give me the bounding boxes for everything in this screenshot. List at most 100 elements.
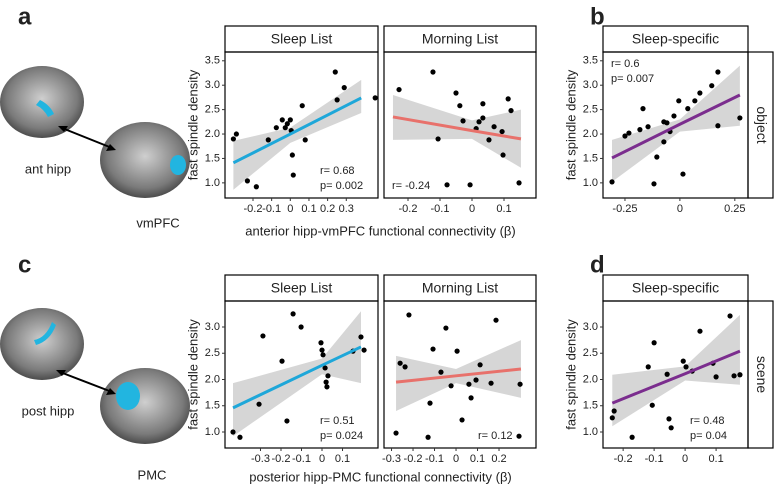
y-tick-label: 3.0: [205, 79, 220, 91]
x-tick-label: -0.2: [244, 203, 263, 215]
data-point: [282, 125, 288, 131]
y-tick-label: 2.5: [205, 347, 220, 359]
data-point: [685, 106, 691, 112]
y-tick-label: 2.0: [205, 128, 220, 140]
fit-line: [611, 93, 741, 160]
data-point: [298, 324, 304, 330]
data-point: [230, 429, 236, 435]
panel-label: d: [590, 251, 605, 278]
x-tick-label: -0.1: [645, 453, 664, 465]
data-point: [453, 90, 459, 96]
y-tick-label: 1.5: [205, 400, 220, 412]
data-point: [279, 358, 285, 364]
x-tick-label: -0.3: [382, 453, 401, 465]
x-tick-label: 0.3: [339, 203, 354, 215]
side-strip-label: object: [754, 106, 770, 143]
data-point: [626, 130, 632, 136]
y-tick-label: 2.0: [583, 128, 598, 140]
x-tick-label: 0: [319, 453, 325, 465]
y-axis-label: fast spindle density: [563, 319, 578, 430]
y-tick-label: 3.5: [205, 55, 220, 67]
data-point: [397, 360, 403, 366]
facet-strip: [383, 274, 537, 302]
data-point: [332, 69, 338, 75]
data-point: [640, 106, 646, 112]
y-axis-label: fast spindle density: [185, 69, 200, 180]
data-point: [505, 96, 511, 102]
x-tick-label: 0: [287, 203, 293, 215]
data-point: [287, 117, 293, 123]
data-point: [715, 123, 721, 129]
data-point: [322, 365, 328, 371]
panel-label: c: [18, 251, 31, 278]
data-point: [480, 101, 486, 107]
data-point: [444, 182, 450, 188]
data-point: [244, 178, 250, 184]
data-point: [290, 311, 296, 317]
data-point: [486, 137, 492, 143]
annotation: r= 0.12: [478, 430, 513, 442]
data-point: [361, 347, 367, 353]
data-point: [443, 325, 449, 331]
x-tick-label: 0.1: [301, 203, 316, 215]
data-point: [319, 347, 325, 353]
y-tick-label: 1.5: [583, 400, 598, 412]
plot-border: [224, 51, 379, 199]
data-point: [459, 417, 465, 423]
data-point: [609, 415, 615, 421]
data-point: [697, 90, 703, 96]
data-point: [476, 119, 482, 125]
data-point: [676, 98, 682, 104]
plot-border: [383, 300, 537, 449]
x-tick-label: -0.2: [272, 453, 291, 465]
y-tick-label: 2.0: [583, 373, 598, 385]
y-axis-label: fast spindle density: [563, 69, 578, 180]
data-point: [622, 133, 628, 139]
data-point: [454, 348, 460, 354]
data-point: [473, 377, 479, 383]
data-point: [448, 383, 454, 389]
x-tick-label: 0.1: [470, 453, 485, 465]
x-tick-label: 0.1: [335, 453, 350, 465]
data-point: [425, 434, 431, 440]
annotation: p= 0.007: [611, 73, 654, 85]
data-point: [460, 118, 466, 124]
data-point: [256, 401, 262, 407]
x-tick-label: 0.2: [491, 453, 506, 465]
data-point: [727, 313, 733, 319]
data-point: [290, 172, 296, 178]
data-point: [430, 346, 436, 352]
y-tick-label: 3.0: [583, 321, 598, 333]
confidence-band: [392, 94, 521, 168]
x-tick-label: 0.2: [320, 203, 335, 215]
x-tick-label: -0.1: [431, 203, 450, 215]
data-point: [609, 179, 615, 185]
brain-label: post hipp: [22, 403, 75, 418]
y-tick-label: 1.0: [205, 426, 220, 438]
x-tick-label: -0.2: [399, 203, 418, 215]
x-axis-label: anterior hipp-vmPFC functional connectiv…: [245, 223, 515, 238]
data-point: [253, 184, 259, 190]
data-point: [396, 86, 402, 93]
side-strip: [747, 300, 774, 449]
facet-title: Sleep List: [271, 280, 333, 296]
x-tick-label: -0.2: [404, 453, 423, 465]
confidence-band: [612, 65, 740, 182]
data-point: [324, 384, 330, 390]
data-point: [664, 371, 670, 377]
confidence-band: [612, 314, 740, 427]
data-point: [284, 418, 290, 424]
data-point: [680, 171, 686, 177]
side-strip-label: scene: [754, 356, 770, 394]
x-tick-label: 0: [453, 453, 459, 465]
x-tick-label: -0.25: [612, 203, 637, 215]
annotation: r= 0.48: [690, 415, 725, 427]
y-tick-label: 3.0: [583, 79, 598, 91]
data-point: [488, 380, 494, 386]
data-point: [320, 352, 326, 358]
panel-label: a: [18, 3, 32, 30]
data-point: [299, 103, 305, 109]
panel-label: b: [590, 3, 605, 30]
data-point: [230, 136, 236, 142]
data-point: [709, 83, 715, 89]
